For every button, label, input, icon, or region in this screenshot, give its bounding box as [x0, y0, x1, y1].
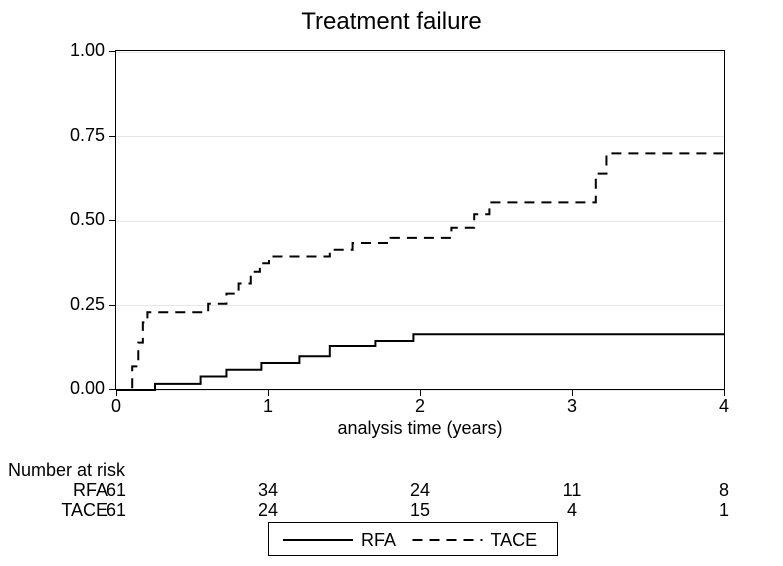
risk-cell: 15	[395, 500, 445, 521]
plot-area	[115, 50, 725, 390]
y-tick-mark	[109, 220, 115, 221]
y-tick-mark	[109, 305, 115, 306]
legend: RFA TACE	[268, 522, 558, 556]
risk-cell: 4	[547, 500, 597, 521]
risk-cell: 61	[91, 480, 141, 501]
chart-title: Treatment failure	[0, 8, 783, 36]
risk-cell: 24	[243, 500, 293, 521]
chart-container: Treatment failure RFATACE 0.000.250.500.…	[0, 0, 783, 566]
x-tick-label: 1	[248, 396, 288, 417]
y-tick-label: 0.50	[55, 209, 105, 230]
x-tick-label: 0	[96, 396, 136, 417]
risk-cell: 11	[547, 480, 597, 501]
risk-cell: 61	[91, 500, 141, 521]
series-tace	[117, 153, 725, 390]
risk-cell: 8	[699, 480, 749, 501]
x-tick-mark	[116, 390, 117, 396]
risk-header: Number at risk	[8, 460, 125, 481]
x-tick-mark	[420, 390, 421, 396]
series-rfa	[117, 334, 725, 390]
x-tick-label: 3	[552, 396, 592, 417]
legend-label-rfa: RFA	[361, 530, 396, 551]
y-tick-mark	[109, 389, 115, 390]
y-tick-mark	[109, 136, 115, 137]
series-layer	[116, 51, 726, 391]
x-tick-mark	[268, 390, 269, 396]
legend-label-tace: TACE	[490, 530, 537, 551]
x-tick-label: 4	[704, 396, 744, 417]
y-tick-mark	[109, 51, 115, 52]
risk-cell: 34	[243, 480, 293, 501]
y-tick-label: 0.75	[55, 125, 105, 146]
x-tick-label: 2	[400, 396, 440, 417]
y-tick-label: 1.00	[55, 40, 105, 61]
risk-cell: 1	[699, 500, 749, 521]
x-tick-mark	[572, 390, 573, 396]
risk-cell: 24	[395, 480, 445, 501]
y-tick-label: 0.25	[55, 294, 105, 315]
x-axis-label: analysis time (years)	[115, 418, 725, 439]
x-tick-mark	[724, 390, 725, 396]
